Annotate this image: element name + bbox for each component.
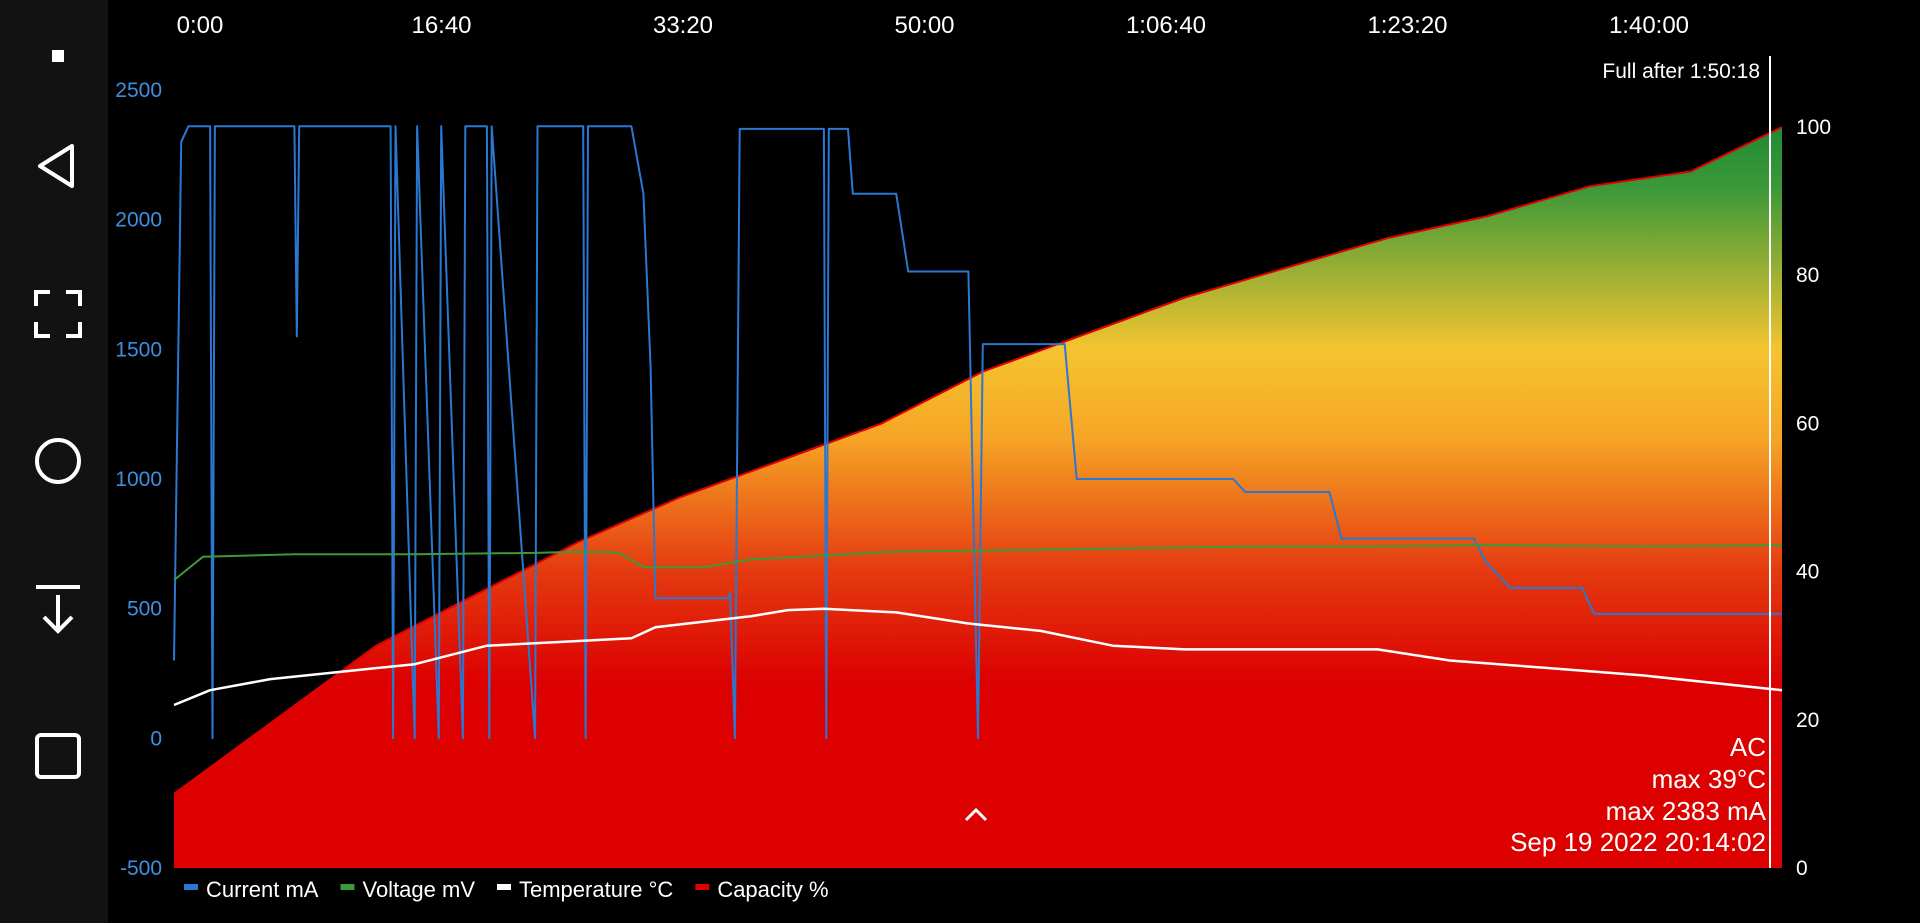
legend-swatch — [340, 884, 355, 890]
legend-label: Capacity % — [717, 877, 828, 902]
y-right-tick-label: 20 — [1796, 709, 1819, 732]
home-icon[interactable] — [22, 425, 94, 497]
legend: Current mA Voltage mV Temperature °C Capaci… — [184, 877, 829, 902]
y-left-tick-label: 2500 — [115, 79, 162, 102]
y-right-tick-label: 0 — [1796, 857, 1808, 880]
timestamp-label: Sep 19 2022 20:14:02 — [1510, 827, 1766, 857]
legend-swatch — [497, 884, 511, 890]
x-tick-label: 1:40:00 — [1609, 12, 1689, 39]
battery-chart[interactable]: 0:00 16:40 33:20 50:00 1:06:40 1:23:20 1:40:00… — [108, 0, 1920, 923]
legend-swatch — [184, 884, 198, 890]
back-icon[interactable] — [22, 130, 94, 202]
y-right-tick-label: 100 — [1796, 116, 1831, 139]
legend-label: Current mA — [206, 877, 319, 902]
x-tick-label: 1:06:40 — [1126, 12, 1206, 39]
navigation-bar — [0, 0, 108, 923]
voltage-mv-series-line — [173, 544, 1783, 581]
y-left-tick-label: 1000 — [115, 468, 162, 491]
y-right-tick-label: 60 — [1796, 412, 1819, 435]
y-left-tick-label: 1500 — [115, 338, 162, 361]
legend-swatch — [695, 884, 710, 890]
x-tick-label: 1:23:20 — [1367, 12, 1447, 39]
legend-label: Voltage mV — [362, 877, 475, 902]
x-tick-label: 0:00 — [177, 12, 224, 39]
x-tick-label: 16:40 — [411, 12, 471, 39]
y-right-tick-label: 80 — [1796, 264, 1819, 287]
y-right-tick-label: 40 — [1796, 561, 1819, 584]
chart-area: 0:00 16:40 33:20 50:00 1:06:40 1:23:20 1:40:00… — [108, 0, 1920, 923]
capacity-area — [174, 127, 1782, 868]
power-source-label: AC — [1730, 732, 1766, 762]
x-tick-label: 33:20 — [653, 12, 713, 39]
recents-icon[interactable] — [22, 720, 94, 792]
y-left-tick-label: -500 — [120, 857, 162, 880]
y-left-tick-label: 0 — [150, 727, 162, 750]
menu-dot-icon[interactable] — [22, 20, 94, 92]
fullscreen-icon[interactable] — [22, 278, 94, 350]
current-ma-series-line — [173, 125, 1782, 740]
expand-chevron-up-icon[interactable] — [964, 807, 988, 822]
legend-label: Temperature °C — [519, 877, 673, 902]
max-temp-label: max 39°C — [1652, 764, 1766, 794]
download-icon[interactable] — [22, 573, 94, 645]
temperature-c-series-line — [173, 607, 1783, 707]
y-left-tick-label: 2000 — [115, 209, 162, 232]
full-after-label: Full after 1:50:18 — [1602, 60, 1760, 83]
x-tick-label: 50:00 — [894, 12, 954, 39]
max-current-label: max 2383 mA — [1606, 796, 1767, 826]
y-left-tick-label: 500 — [127, 598, 162, 621]
